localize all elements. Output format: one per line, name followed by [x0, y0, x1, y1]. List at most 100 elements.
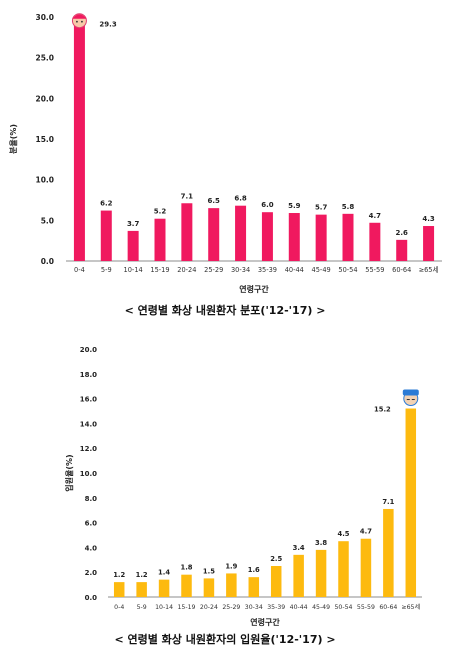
bar — [127, 230, 139, 261]
data-label: 1.4 — [158, 569, 170, 577]
data-label: 5.9 — [288, 202, 301, 210]
y-tick-label: 14.0 — [80, 420, 97, 428]
bar — [315, 214, 327, 261]
bar — [235, 205, 247, 261]
data-label: 15.2 — [374, 406, 391, 414]
bar — [136, 582, 147, 597]
x-tick-label: 5-9 — [101, 266, 112, 274]
x-tick-label: 0-4 — [74, 266, 85, 274]
x-tick-label: 10-14 — [124, 266, 143, 274]
data-label: 6.5 — [208, 197, 221, 205]
data-label: 29.3 — [99, 21, 116, 29]
data-label: 4.7 — [360, 528, 372, 536]
y-tick-label: 15.0 — [35, 135, 54, 144]
x-tick-label: 40-44 — [285, 266, 304, 274]
y-tick-label: 25.0 — [35, 54, 54, 63]
data-label: 4.3 — [422, 215, 435, 223]
data-label: 1.8 — [180, 564, 192, 572]
bar — [100, 210, 112, 261]
y-axis-label: 입원율(%) — [64, 454, 74, 491]
chart-2: 0.0 2.0 4.0 6.0 8.0 10.0 12.0 14.0 16.0 18.0 20.0 입… — [64, 346, 422, 627]
y-tick-label: 20.0 — [80, 346, 97, 354]
x-tick-label: 60-64 — [379, 604, 397, 611]
y-tick-label: 5.0 — [41, 216, 54, 225]
data-label: 1.6 — [248, 566, 260, 574]
y-tick-label: 10.0 — [80, 470, 97, 478]
chart1-caption: < 연령별 화상 내원환자 분포('12-'17) > — [124, 304, 326, 317]
x-tick-label: 25-29 — [222, 604, 240, 611]
data-label: 1.5 — [203, 567, 215, 575]
bar — [181, 203, 193, 261]
data-label: 1.2 — [113, 571, 125, 579]
y-tick-label: 12.0 — [80, 445, 97, 453]
y-tick-label: 30.0 — [35, 13, 54, 22]
bar — [293, 554, 304, 597]
data-label: 3.7 — [127, 220, 140, 228]
data-label: 5.2 — [154, 208, 167, 216]
x-tick-label: 30-34 — [231, 266, 250, 274]
bar — [181, 574, 192, 597]
x-tick-label: 0-4 — [114, 604, 124, 611]
bar — [73, 22, 85, 262]
y-tick-label: 6.0 — [85, 520, 98, 528]
y-tick-label: 16.0 — [80, 396, 97, 404]
data-label: 3.4 — [293, 544, 305, 552]
y-tick-label: 0.0 — [41, 257, 54, 266]
bar — [338, 541, 349, 597]
data-label: 6.8 — [234, 195, 247, 203]
bar — [113, 582, 125, 597]
data-label: 6.0 — [261, 201, 274, 209]
data-label: 5.7 — [315, 204, 328, 212]
x-tick-label: 15-19 — [178, 604, 196, 611]
x-tick-label: 25-29 — [204, 266, 223, 274]
bar — [342, 213, 354, 261]
x-tick-label: ≥65세 — [419, 265, 439, 274]
x-tick-label: 5-9 — [137, 604, 147, 611]
y-tick-label: 2.0 — [85, 569, 98, 577]
bar — [248, 577, 260, 597]
bar — [203, 578, 215, 597]
bar — [288, 213, 300, 261]
y-tick-label: 20.0 — [35, 94, 54, 103]
x-tick-label: 55-59 — [357, 604, 375, 611]
bar — [369, 222, 381, 261]
x-tick-label: 50-54 — [338, 266, 357, 274]
baby-hat — [72, 14, 87, 19]
x-tick-label: 45-49 — [312, 604, 330, 611]
baby-icon — [71, 13, 87, 29]
bar — [261, 212, 273, 261]
data-label: 3.8 — [315, 539, 327, 547]
x-tick-label: 10-14 — [155, 604, 173, 611]
bar — [158, 579, 170, 597]
bar — [423, 226, 435, 261]
data-label: 7.1 — [181, 192, 194, 200]
x-tick-label: ≥65세 — [401, 603, 420, 611]
y-tick-label: 18.0 — [80, 371, 97, 379]
x-tick-label: 35-39 — [258, 266, 277, 274]
elder-cap — [402, 389, 419, 396]
y-tick-label: 10.0 — [35, 176, 54, 185]
data-label: 4.7 — [369, 212, 382, 220]
x-tick-label: 20-24 — [177, 266, 196, 274]
elderly-icon — [402, 389, 419, 407]
chart2-caption: < 연령별 화상 내원환자의 입원율('12-'17) > — [114, 633, 336, 646]
x-tick-label: 20-24 — [200, 604, 218, 611]
bar — [396, 239, 408, 261]
x-tick-label: 35-39 — [267, 604, 285, 611]
bar — [315, 549, 327, 597]
x-tick-label: 40-44 — [290, 604, 308, 611]
data-label: 2.5 — [270, 555, 282, 563]
data-label: 4.5 — [337, 530, 349, 538]
data-label: 2.6 — [396, 229, 409, 237]
data-label: 5.8 — [342, 203, 355, 211]
x-tick-label: 60-64 — [392, 266, 411, 274]
y-tick-label: 8.0 — [85, 495, 98, 503]
x-tick-label: 50-54 — [335, 604, 353, 611]
y-axis-label: 분율(%) — [8, 124, 18, 154]
bar — [383, 508, 394, 597]
bar — [226, 573, 237, 597]
x-tick-label: 15-19 — [150, 266, 169, 274]
data-label: 1.9 — [225, 562, 237, 570]
y-tick-label: 0.0 — [85, 594, 98, 602]
